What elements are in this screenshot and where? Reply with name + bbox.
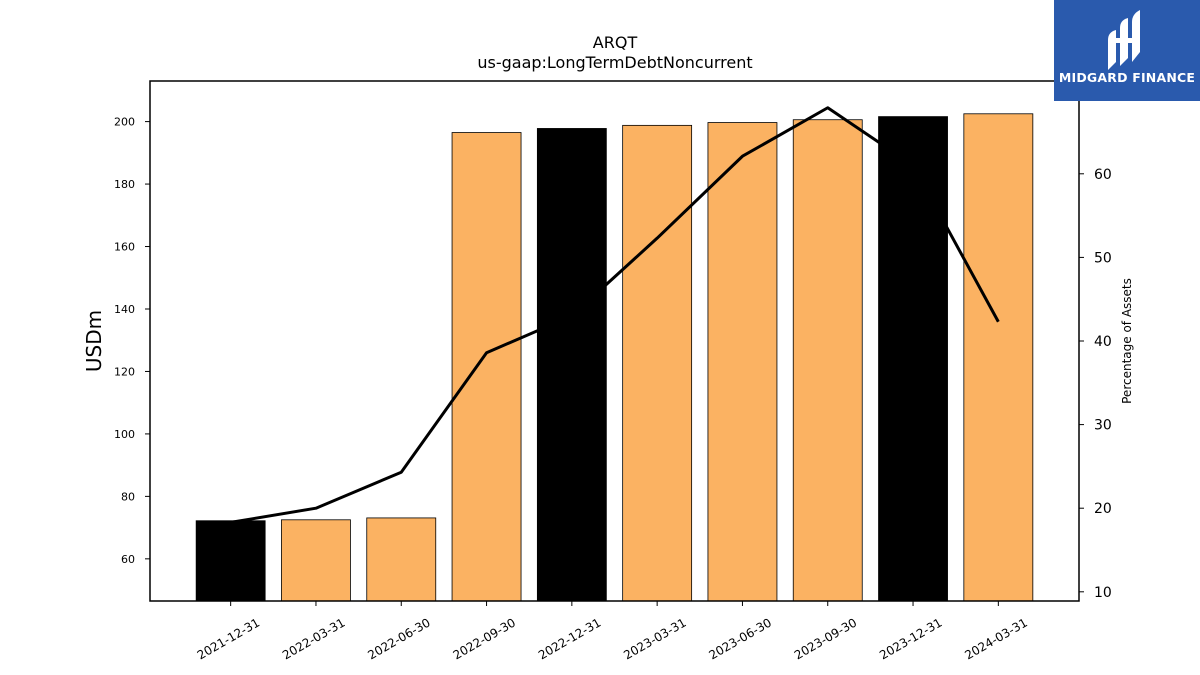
x-tick-label: 2022-03-31 (280, 615, 347, 662)
x-tick-label: 2023-06-30 (707, 615, 774, 662)
chart-subtitle: us-gaap:LongTermDebtNoncurrent (477, 53, 752, 72)
x-tick-label: 2021-12-31 (195, 615, 262, 662)
y-tick-label: 80 (121, 490, 135, 503)
y-axis-label: USDm (82, 310, 106, 372)
bar-2022-06-30 (366, 517, 437, 602)
y2-tick-label: 30 (1094, 418, 1112, 434)
y-tick-label: 60 (121, 553, 135, 566)
y-tick-label: 160 (114, 241, 135, 254)
bars (195, 113, 1034, 602)
y2-tick-label: 20 (1094, 501, 1112, 517)
y-tick-label: 140 (114, 303, 135, 316)
x-tick-label: 2023-03-31 (621, 615, 688, 662)
bar-2023-09-30 (792, 119, 863, 602)
bar-2022-03-31 (281, 519, 351, 602)
y-axis-left: 60 80 100 120 140 160 180 200 (114, 116, 150, 566)
x-axis: 2021-12-31 2022-03-31 2022-06-30 2022-09-30… (195, 601, 1030, 662)
logo-text: MIDGARD FINANCE (1058, 70, 1196, 85)
x-tick-label: 2023-09-30 (792, 615, 859, 662)
y2-axis-label: Percentage of Assets (1120, 278, 1134, 404)
bar-2023-03-31 (622, 124, 693, 602)
y-tick-label: 180 (114, 178, 135, 191)
x-tick-label: 2024-03-31 (962, 615, 1029, 662)
bar-2022-12-31 (536, 128, 607, 602)
y-tick-label: 100 (114, 428, 135, 441)
x-tick-label: 2022-06-30 (365, 615, 432, 662)
y2-tick-label: 40 (1094, 334, 1112, 350)
bar-2023-12-31 (878, 116, 948, 602)
line-percentage-of-assets (230, 106, 1000, 524)
logo-mark-icon (1108, 10, 1140, 70)
bar-2023-06-30 (707, 122, 778, 602)
y2-tick-label: 60 (1094, 167, 1112, 183)
y-tick-label: 120 (114, 365, 135, 378)
bar-2021-12-31 (195, 520, 266, 602)
y-tick-label: 200 (114, 116, 135, 129)
bar-2024-03-31 (963, 113, 1034, 602)
chart-title: ARQT (593, 33, 638, 52)
logo: MIDGARD FINANCE (1054, 0, 1200, 101)
y2-tick-label: 50 (1094, 250, 1112, 266)
line-series (230, 106, 1000, 524)
x-tick-label: 2023-12-31 (877, 615, 944, 662)
y-axis-right: 10 20 30 40 50 60 (1079, 167, 1112, 601)
x-tick-label: 2022-12-31 (536, 615, 603, 662)
bar-2022-09-30 (451, 132, 522, 602)
x-tick-label: 2022-09-30 (451, 615, 518, 662)
y2-tick-label: 10 (1094, 585, 1112, 601)
